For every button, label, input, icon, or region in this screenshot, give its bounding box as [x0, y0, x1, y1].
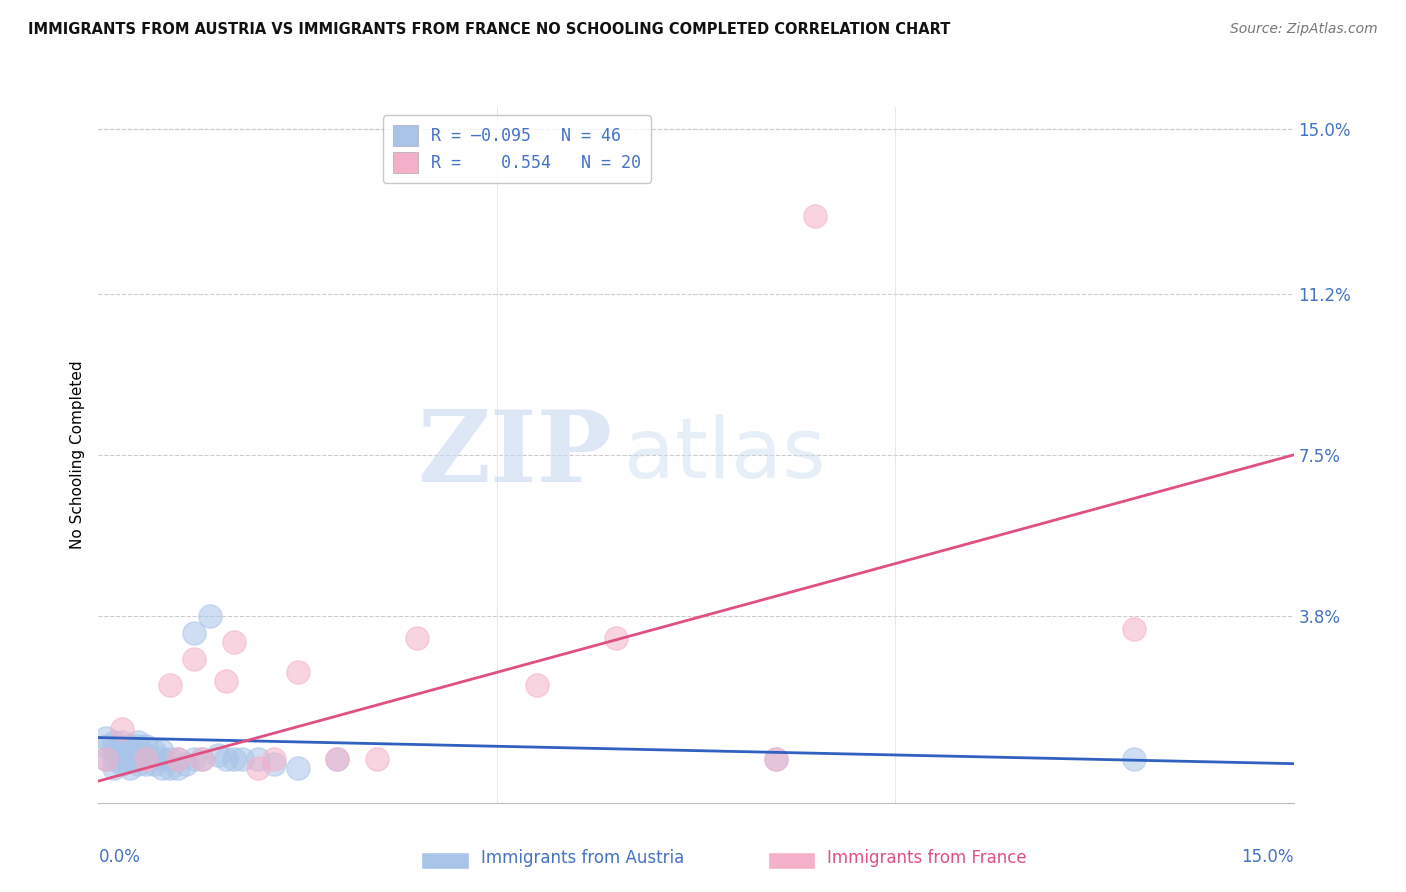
Point [263, 752, 285, 766]
Text: Immigrants from France: Immigrants from France [827, 849, 1026, 867]
Point [103, 744, 125, 758]
Point [231, 752, 253, 766]
Text: IMMIGRANTS FROM AUSTRIA VS IMMIGRANTS FROM FRANCE NO SCHOOLING COMPLETED CORRELA: IMMIGRANTS FROM AUSTRIA VS IMMIGRANTS FR… [28, 22, 950, 37]
Point [191, 752, 214, 766]
Point [127, 735, 149, 749]
Point [135, 752, 157, 766]
Point [96, 739, 118, 754]
Point [111, 756, 134, 771]
Point [605, 631, 627, 645]
Point [103, 752, 125, 766]
Point [222, 752, 245, 766]
Point [159, 678, 181, 692]
Point [215, 674, 238, 689]
Text: Source: ZipAtlas.com: Source: ZipAtlas.com [1230, 22, 1378, 37]
Point [526, 678, 548, 692]
Point [120, 739, 142, 754]
Point [198, 608, 221, 623]
Point [150, 752, 173, 766]
Bar [422, 852, 470, 869]
Point [406, 631, 429, 645]
Point [366, 752, 388, 766]
Point [1123, 622, 1146, 636]
Point [150, 744, 173, 758]
Y-axis label: No Schooling Completed: No Schooling Completed [70, 360, 86, 549]
Point [183, 752, 205, 766]
Point [103, 735, 125, 749]
Point [246, 761, 269, 775]
Text: ZIP: ZIP [418, 407, 613, 503]
Point [207, 747, 229, 762]
Point [215, 752, 238, 766]
Point [183, 626, 205, 640]
Point [804, 209, 827, 223]
Point [167, 752, 190, 766]
Point [191, 752, 214, 766]
Point [222, 635, 245, 649]
Legend: R = –0.095   N = 46, R =    0.554   N = 20: R = –0.095 N = 46, R = 0.554 N = 20 [382, 115, 651, 183]
Point [183, 652, 205, 666]
Point [143, 756, 166, 771]
Point [120, 744, 142, 758]
Point [159, 761, 181, 775]
Bar [768, 852, 815, 869]
Point [1123, 752, 1146, 766]
Point [127, 756, 149, 771]
Point [135, 739, 157, 754]
Point [174, 756, 197, 771]
Point [150, 761, 173, 775]
Text: Immigrants from Austria: Immigrants from Austria [481, 849, 685, 867]
Point [111, 747, 134, 762]
Point [111, 735, 134, 749]
Point [127, 747, 149, 762]
Point [135, 747, 157, 762]
Point [135, 756, 157, 771]
Point [143, 744, 166, 758]
Point [246, 752, 269, 766]
Text: 15.0%: 15.0% [1241, 848, 1294, 866]
Text: 0.0%: 0.0% [98, 848, 141, 866]
Point [96, 752, 118, 766]
Point [326, 752, 349, 766]
Point [263, 756, 285, 771]
Point [103, 761, 125, 775]
Point [111, 744, 134, 758]
Point [96, 752, 118, 766]
Text: atlas: atlas [624, 415, 825, 495]
Point [326, 752, 349, 766]
Point [111, 722, 134, 736]
Point [167, 761, 190, 775]
Point [765, 752, 787, 766]
Point [167, 752, 190, 766]
Point [159, 752, 181, 766]
Point [120, 752, 142, 766]
Point [96, 731, 118, 745]
Point [287, 761, 309, 775]
Point [765, 752, 787, 766]
Point [287, 665, 309, 680]
Point [120, 761, 142, 775]
Point [127, 739, 149, 754]
